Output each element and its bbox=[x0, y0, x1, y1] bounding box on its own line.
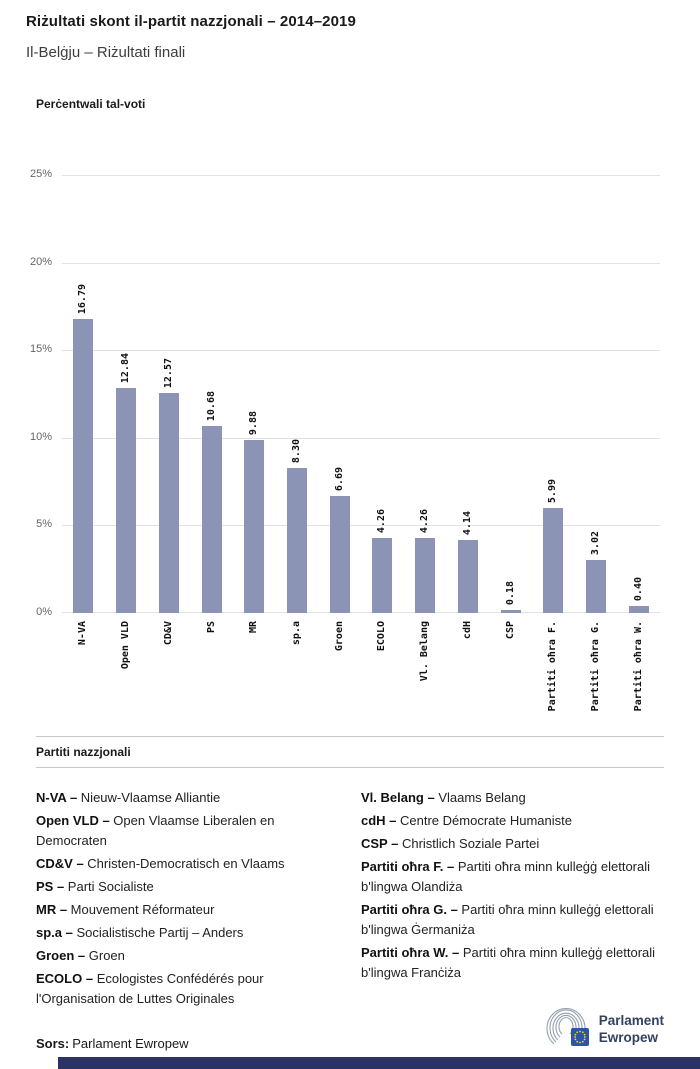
legend-item: CSP – Christlich Soziale Partei bbox=[361, 836, 540, 851]
legend-column-left: N-VA – Nieuw-Vlaamse Alliantie Open VLD –… bbox=[36, 788, 339, 1012]
footer-accent-bar bbox=[58, 1057, 700, 1069]
legend-item: Vl. Belang – Vlaams Belang bbox=[361, 790, 526, 805]
bar-value-label: 9.88 bbox=[248, 410, 260, 435]
x-axis-category-label: CD&V bbox=[162, 621, 174, 646]
gridline bbox=[62, 350, 660, 352]
x-axis-category-label: Partiti oħra G. bbox=[589, 621, 601, 712]
bar-Partiti oħra W.[interactable] bbox=[628, 606, 649, 613]
bar-Open VLD[interactable] bbox=[116, 388, 137, 613]
bar-N-VA[interactable] bbox=[73, 318, 94, 613]
y-axis-tick-label: 0% bbox=[36, 606, 52, 618]
x-axis-category-label: MR bbox=[248, 621, 260, 634]
y-axis-tick-label: 5% bbox=[36, 518, 52, 531]
legend-columns: N-VA – Nieuw-Vlaamse Alliantie Open VLD –… bbox=[36, 788, 664, 1012]
x-axis-category-label: Open VLD bbox=[120, 621, 132, 670]
y-axis-tick-label: 15% bbox=[29, 343, 52, 356]
bar-Groen[interactable] bbox=[329, 495, 350, 613]
x-axis-category-label: Partiti oħra F. bbox=[547, 621, 559, 712]
x-axis-category-label: PS bbox=[205, 621, 217, 634]
bar-value-label: 12.84 bbox=[120, 352, 132, 384]
legend-item: Open VLD – Open Vlaamse Liberalen en Dem… bbox=[36, 813, 275, 848]
parliament-hemicycle-icon bbox=[545, 1006, 591, 1053]
bar-Partiti oħra G.[interactable] bbox=[585, 560, 606, 613]
party-legend: Partiti nazzjonali N-VA – Nieuw-Vlaamse … bbox=[36, 736, 664, 1012]
y-axis-tick-label: 20% bbox=[29, 255, 52, 268]
bar-ECOLO[interactable] bbox=[372, 538, 393, 613]
bar-value-label: 16.79 bbox=[77, 283, 89, 314]
bar-CD&V[interactable] bbox=[158, 392, 179, 613]
gridline bbox=[62, 437, 660, 439]
bar-sp.a[interactable] bbox=[286, 467, 307, 613]
bar-value-label: 3.02 bbox=[589, 531, 601, 556]
european-parliament-logo: Parlament Ewropew bbox=[545, 1006, 664, 1053]
gridline bbox=[62, 612, 660, 613]
legend-item: N-VA – Nieuw-Vlaamse Alliantie bbox=[36, 790, 221, 805]
bar-value-label: 4.14 bbox=[461, 511, 473, 536]
legend-item: cdH – Centre Démocrate Humaniste bbox=[361, 813, 572, 828]
bar-value-label: 8.30 bbox=[290, 438, 302, 463]
legend-item: CD&V – Christen-Democratisch en Vlaams bbox=[36, 856, 285, 871]
bar-value-label: 6.69 bbox=[333, 466, 345, 491]
bar-Vl. Belang[interactable] bbox=[415, 538, 436, 613]
gridline bbox=[62, 175, 660, 176]
gridline bbox=[62, 525, 660, 527]
bar-PS[interactable] bbox=[201, 425, 222, 613]
legend-item: Partiti oħra G. – Partiti oħra minn kull… bbox=[361, 902, 654, 937]
bar-value-label: 12.57 bbox=[162, 357, 174, 388]
bar-chart: 0% 5% 10% 15% 20% 25% 16.79 N-VA 12.84 Open VLD 12… bbox=[30, 168, 660, 711]
page-subtitle: Il-Belġju – Riżultati finali bbox=[26, 44, 186, 61]
legend-item: MR – Mouvement Réformateur bbox=[36, 902, 215, 917]
x-axis-category-label: Groen bbox=[333, 621, 345, 652]
bar-Partiti oħra F.[interactable] bbox=[543, 508, 564, 613]
bar-CSP[interactable] bbox=[500, 609, 521, 613]
logo-line1: Parlament bbox=[598, 1012, 664, 1028]
bar-value-label: 0.18 bbox=[504, 580, 516, 605]
logo-text: Parlament Ewropew bbox=[599, 1013, 664, 1047]
legend-column-right: Vl. Belang – Vlaams Belang cdH – Centre D… bbox=[361, 788, 664, 1012]
eu-flag-icon bbox=[570, 1028, 589, 1046]
source-note: Sors: Parlament Ewropew bbox=[36, 1036, 189, 1051]
source-value: Parlament Ewropew bbox=[72, 1036, 189, 1051]
legend-item: sp.a – Socialistische Partij – Anders bbox=[36, 925, 244, 940]
x-axis-category-label: N-VA bbox=[77, 621, 89, 646]
gridline bbox=[62, 262, 660, 264]
x-axis-category-label: Partiti oħra W. bbox=[632, 621, 644, 712]
x-axis-category-label: Vl. Belang bbox=[419, 621, 431, 682]
bar-value-label: 0.40 bbox=[632, 576, 644, 601]
legend-item: PS – Parti Socialiste bbox=[36, 879, 154, 894]
bar-value-label: 5.99 bbox=[547, 478, 559, 504]
logo-line2: Ewropew bbox=[598, 1029, 658, 1045]
x-axis-category-label: CSP bbox=[504, 621, 516, 640]
legend-item: ECOLO – Ecologistes Confédérés pour l'Or… bbox=[36, 971, 264, 1006]
x-axis-category-label: ECOLO bbox=[376, 621, 388, 652]
source-label: Sors: bbox=[36, 1036, 70, 1051]
legend-item: Partiti oħra W. – Partiti oħra minn kull… bbox=[361, 945, 656, 980]
page-title: Riżultati skont il-partit nazzjonali – 2… bbox=[26, 13, 356, 30]
legend-title: Partiti nazzjonali bbox=[36, 736, 664, 768]
x-axis-category-label: cdH bbox=[461, 621, 473, 640]
bar-value-label: 4.26 bbox=[376, 509, 388, 534]
legend-item: Groen – Groen bbox=[36, 948, 125, 963]
y-axis-tick-label: 10% bbox=[29, 430, 52, 443]
bar-value-label: 10.68 bbox=[205, 390, 217, 421]
bar-cdH[interactable] bbox=[457, 540, 478, 613]
x-axis-category-label: sp.a bbox=[290, 621, 302, 646]
legend-item: Partiti oħra F. – Partiti oħra minn kull… bbox=[361, 859, 651, 894]
bar-value-label: 4.26 bbox=[419, 509, 431, 534]
chart-axis-title: Perċentwali tal-voti bbox=[36, 97, 146, 111]
y-axis-tick-label: 25% bbox=[29, 168, 52, 180]
bar-MR[interactable] bbox=[244, 439, 265, 613]
